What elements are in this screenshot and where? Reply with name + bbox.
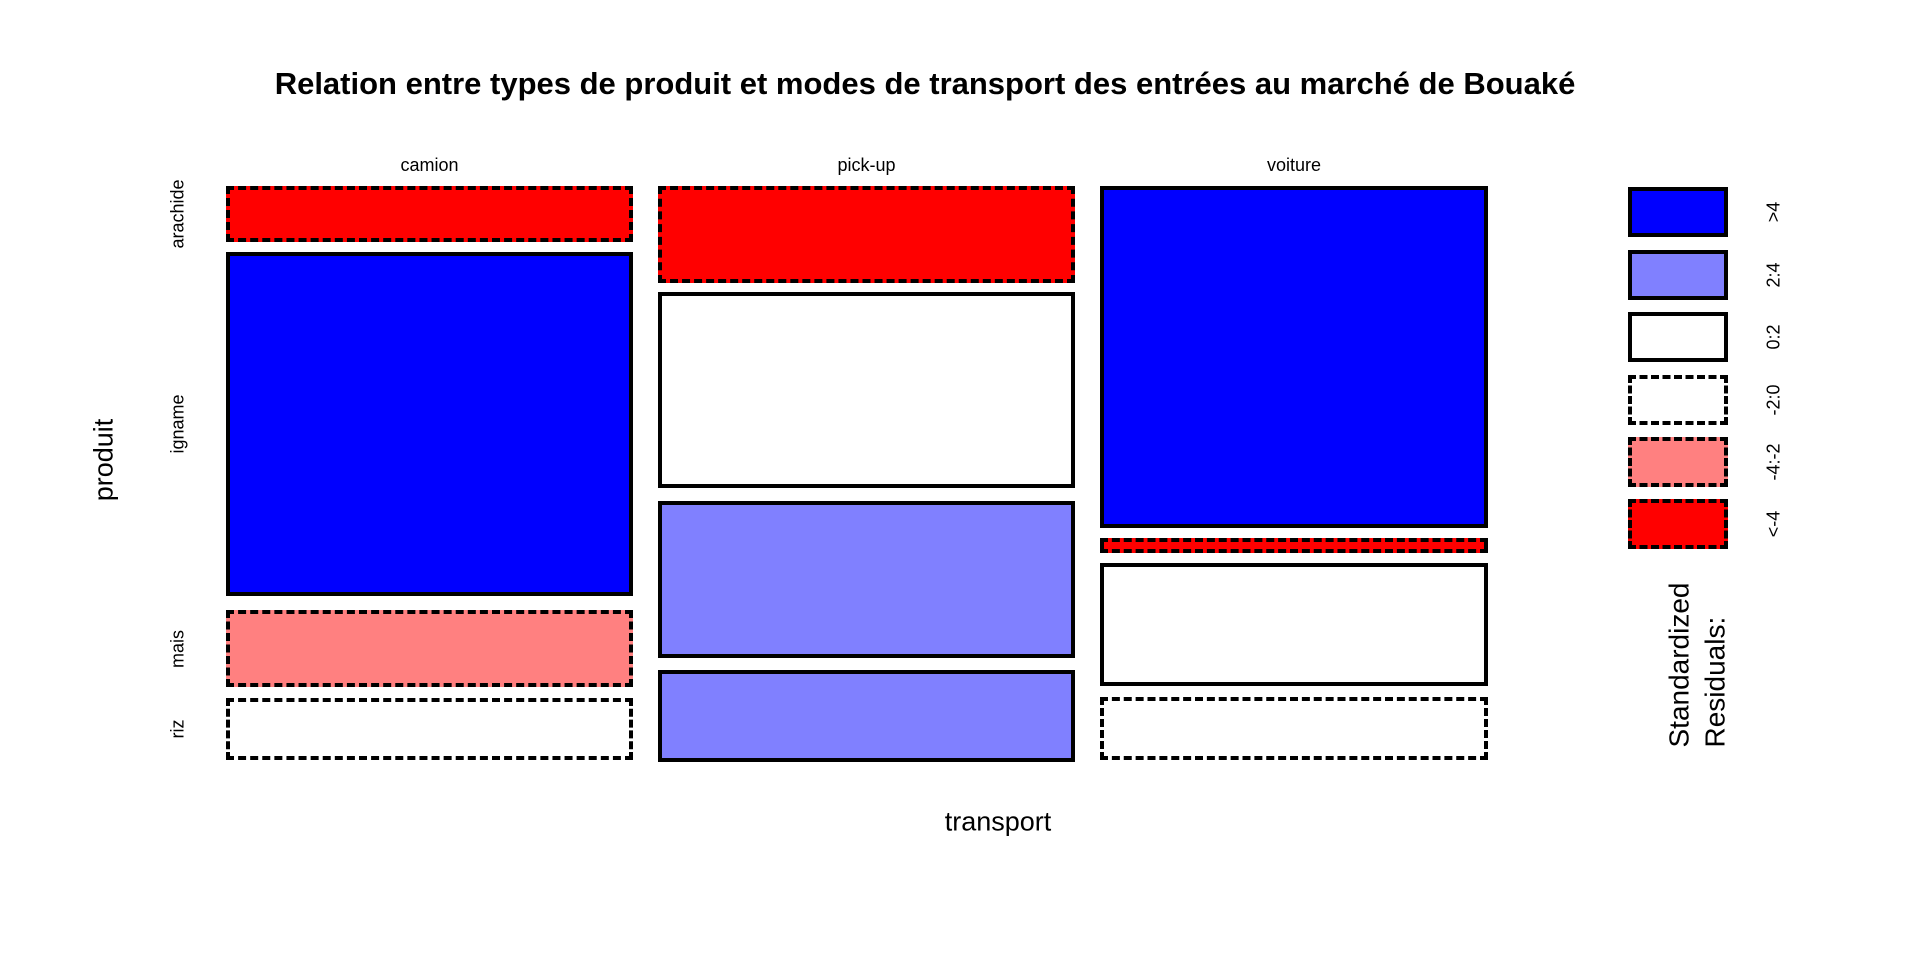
legend-label-<-4: <-4 <box>1763 510 1784 538</box>
mosaic-cell-voiture-mais <box>1100 563 1488 686</box>
mosaic-cell-pick-up-arachide <box>658 186 1075 283</box>
mosaic-cell-pick-up-igname <box>658 292 1075 488</box>
legend-title: Standardized Residuals: <box>1662 582 1735 747</box>
mosaic-cell-voiture-arachide <box>1100 186 1488 528</box>
mosaic-cell-camion-mais <box>226 610 633 687</box>
row-label-mais: mais <box>167 629 188 668</box>
chart-title: Relation entre types de produit et modes… <box>274 66 1576 101</box>
row-label-riz: riz <box>167 719 188 739</box>
mosaic-cell-camion-riz <box>226 698 633 760</box>
legend-label-2:4: 2:4 <box>1763 262 1784 288</box>
legend-swatch--4:-2 <box>1628 437 1728 487</box>
legend-swatch-0:2 <box>1628 312 1728 362</box>
legend-swatch--2:0 <box>1628 375 1728 425</box>
legend-swatch-<-4 <box>1628 499 1728 549</box>
mosaic-cell-pick-up-mais <box>658 501 1075 658</box>
column-header-pick-up: pick-up <box>837 155 896 175</box>
column-header-voiture: voiture <box>1266 155 1322 175</box>
legend-swatch->4 <box>1628 187 1728 237</box>
legend-label--4:-2: -4:-2 <box>1763 443 1784 481</box>
legend-title-line2: Residuals: <box>1700 616 1731 748</box>
legend-label-0:2: 0:2 <box>1763 324 1784 350</box>
x-axis-label: transport <box>944 806 1052 837</box>
mosaic-cell-voiture-riz <box>1100 697 1488 760</box>
mosaic-cell-camion-arachide <box>226 186 633 242</box>
legend-swatch-2:4 <box>1628 250 1728 300</box>
mosaic-cell-pick-up-riz <box>658 670 1075 762</box>
legend-title-line1: Standardized <box>1663 582 1695 748</box>
legend-label--2:0: -2:0 <box>1763 384 1784 416</box>
mosaic-cell-voiture-igname <box>1100 538 1488 553</box>
column-header-camion: camion <box>400 155 459 175</box>
y-axis-label: produit <box>88 418 119 502</box>
row-label-arachide: arachide <box>167 179 188 249</box>
legend-label->4: >4 <box>1763 201 1784 223</box>
row-label-igname: igname <box>167 394 188 454</box>
mosaic-cell-camion-igname <box>226 252 633 596</box>
